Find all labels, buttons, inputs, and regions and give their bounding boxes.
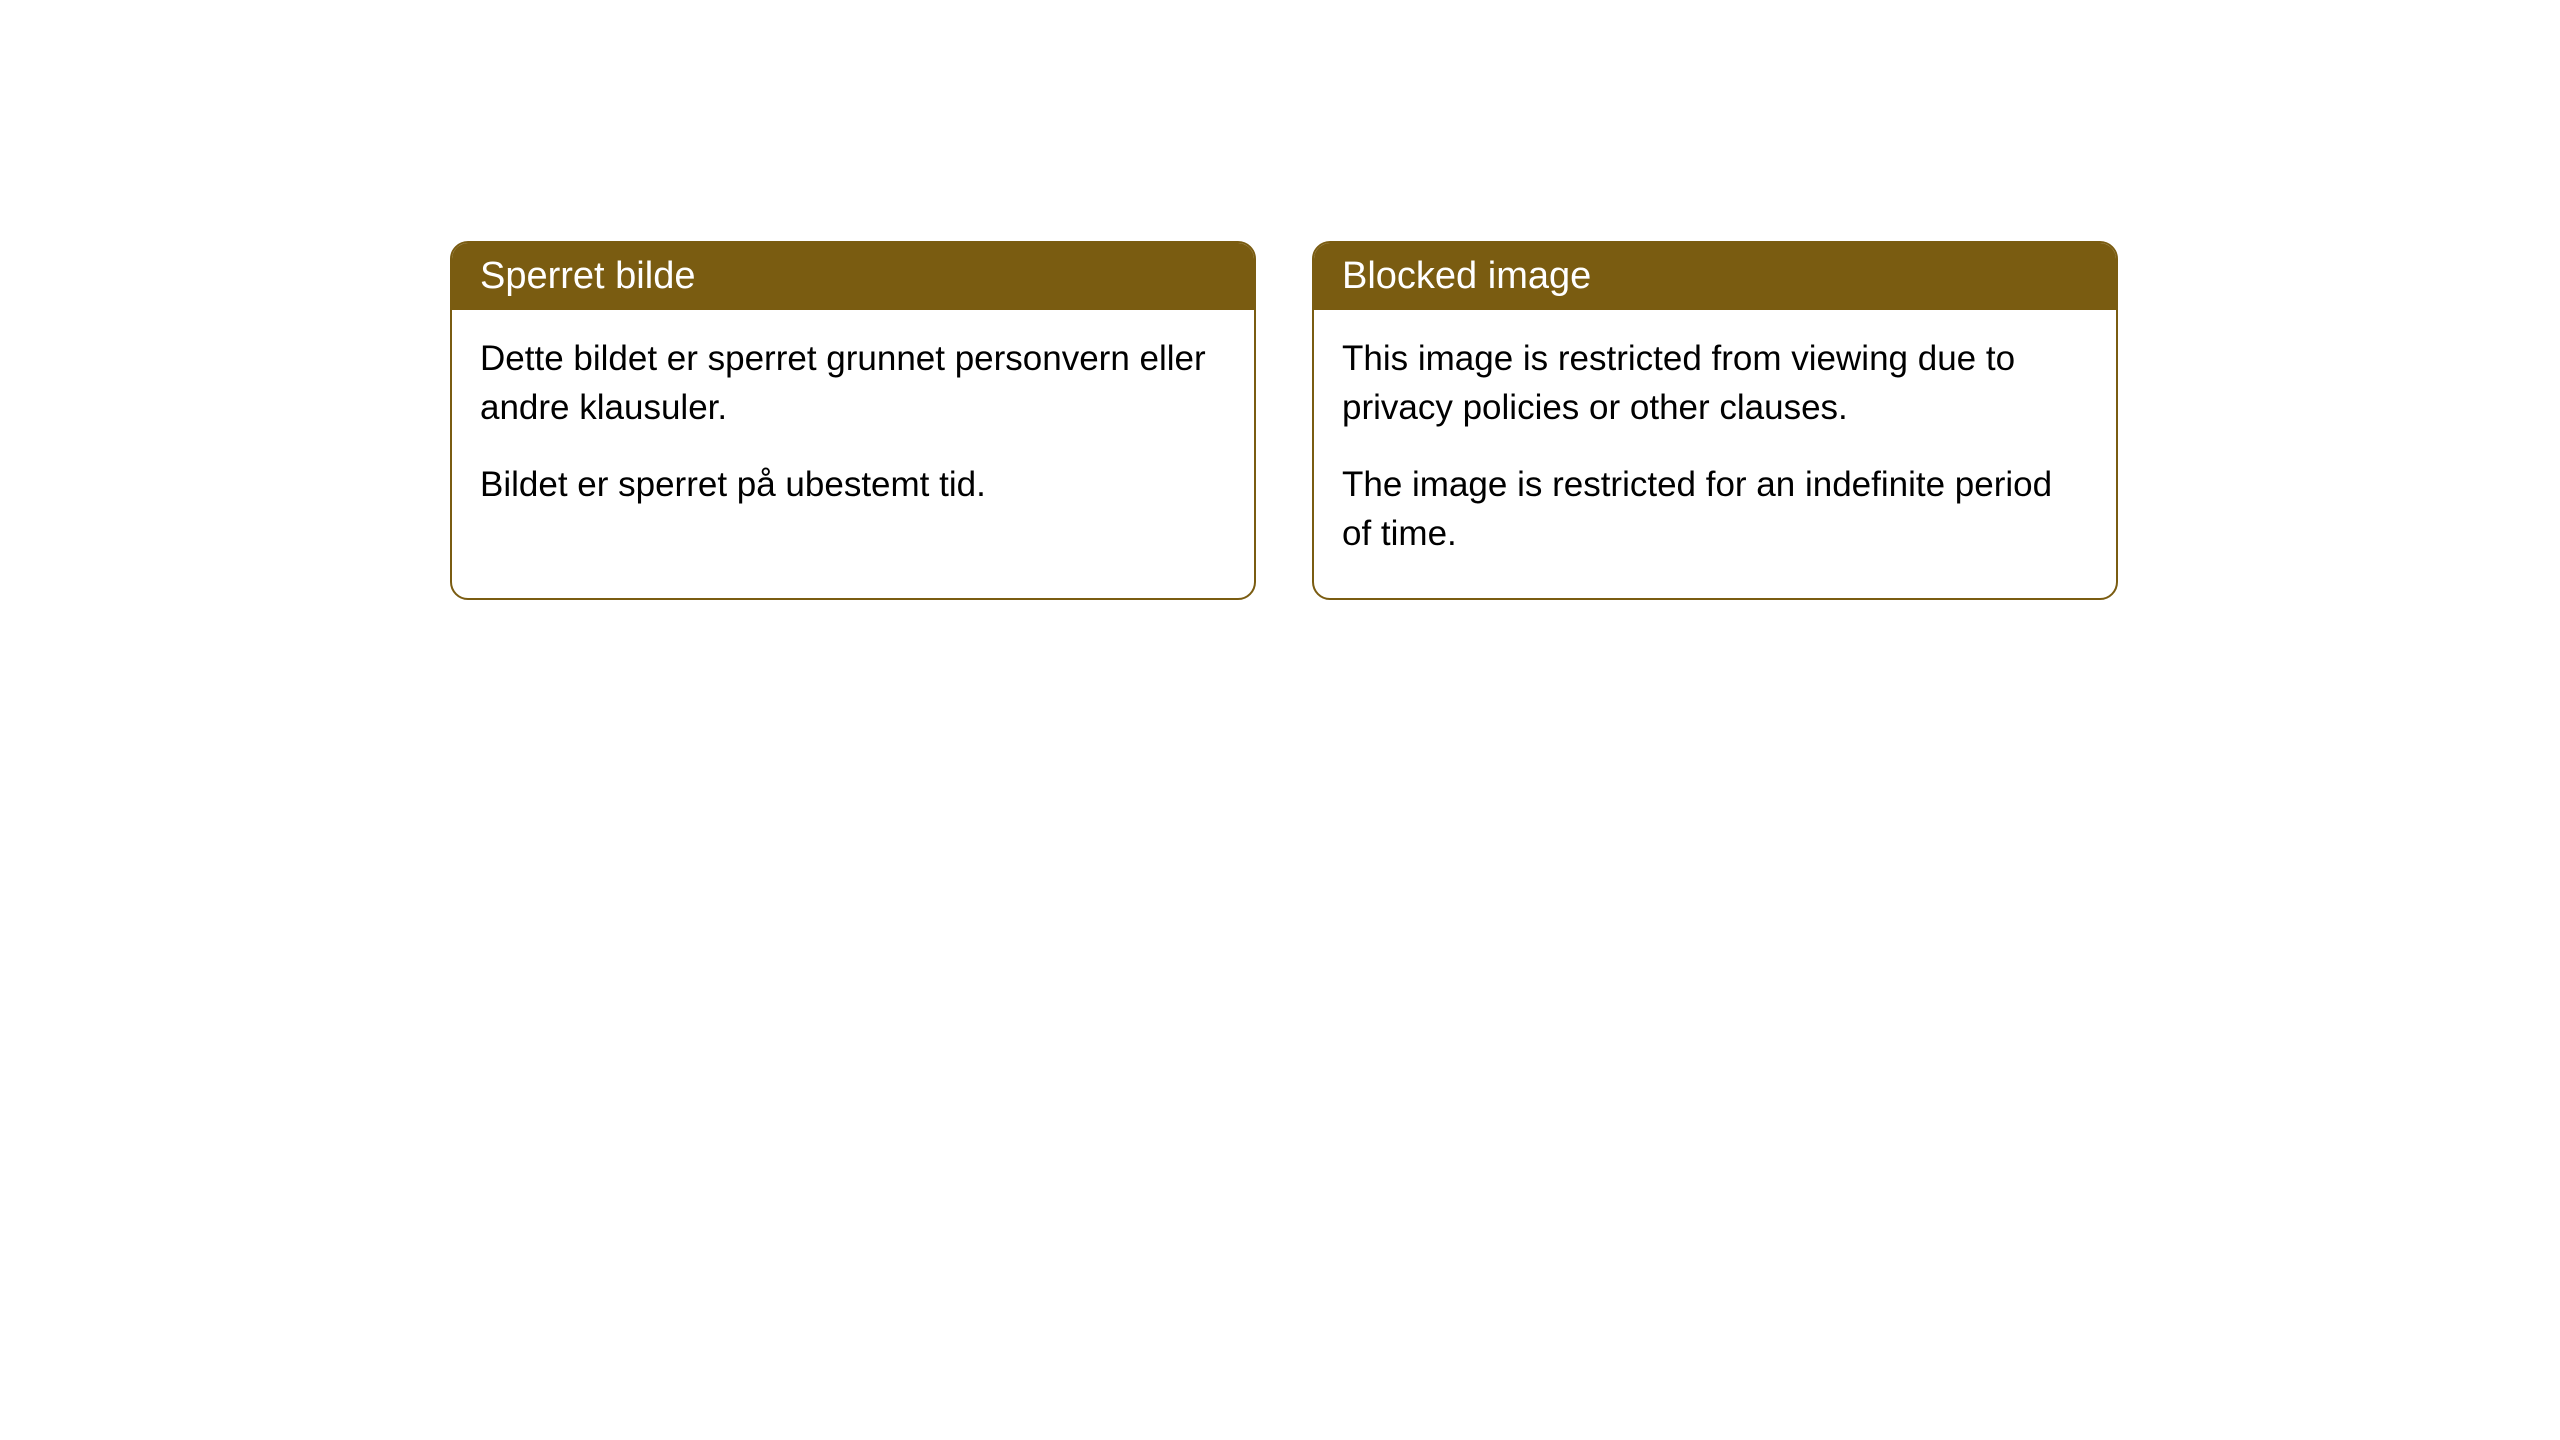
card-header-en: Blocked image bbox=[1314, 243, 2116, 310]
card-header-no: Sperret bilde bbox=[452, 243, 1254, 310]
card-title-no: Sperret bilde bbox=[480, 255, 695, 297]
card-para2-en: The image is restricted for an indefinit… bbox=[1342, 460, 2088, 558]
card-para1-en: This image is restricted from viewing du… bbox=[1342, 334, 2088, 432]
notice-cards-container: Sperret bilde Dette bildet er sperret gr… bbox=[450, 241, 2118, 600]
card-para1-no: Dette bildet er sperret grunnet personve… bbox=[480, 334, 1226, 432]
blocked-image-card-no: Sperret bilde Dette bildet er sperret gr… bbox=[450, 241, 1256, 600]
card-para2-no: Bildet er sperret på ubestemt tid. bbox=[480, 460, 1226, 509]
card-title-en: Blocked image bbox=[1342, 255, 1591, 297]
card-body-en: This image is restricted from viewing du… bbox=[1314, 310, 2116, 598]
card-body-no: Dette bildet er sperret grunnet personve… bbox=[452, 310, 1254, 549]
blocked-image-card-en: Blocked image This image is restricted f… bbox=[1312, 241, 2118, 600]
